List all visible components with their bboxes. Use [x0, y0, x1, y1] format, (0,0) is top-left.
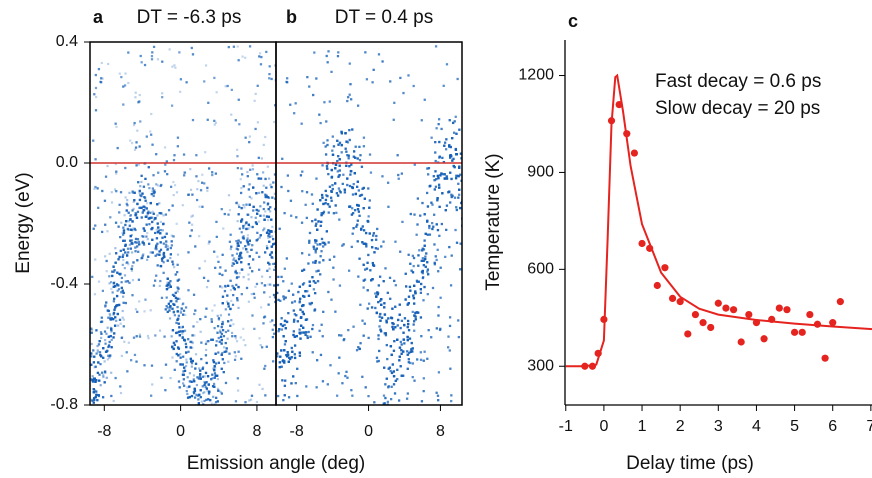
- plot-area: [566, 76, 872, 370]
- data-point: [821, 355, 828, 362]
- data-point: [791, 329, 798, 336]
- x-tick-label: 7: [866, 418, 872, 435]
- data-point: [699, 319, 706, 326]
- data-point: [799, 329, 806, 336]
- x-tick-label: -8: [290, 423, 304, 440]
- intensity-map: [90, 45, 278, 406]
- data-point: [600, 316, 607, 323]
- data-point: [623, 130, 630, 137]
- data-point: [829, 319, 836, 326]
- data-point: [589, 363, 596, 370]
- panel-title: DT = 0.4 ps: [335, 7, 433, 28]
- y-tick-label: 600: [527, 261, 554, 278]
- annotation: Slow decay = 20 ps: [655, 98, 820, 119]
- intensity-map: [276, 45, 463, 407]
- x-tick-label: 8: [252, 423, 261, 440]
- x-tick-label: 0: [364, 423, 373, 440]
- data-point: [715, 300, 722, 307]
- data-point: [581, 363, 588, 370]
- y-tick-label: 0.0: [56, 154, 78, 171]
- x-tick-label: 0: [599, 418, 608, 435]
- data-point: [806, 311, 813, 318]
- data-point: [722, 304, 729, 311]
- data-point: [768, 316, 775, 323]
- x-tick-label: 6: [828, 418, 837, 435]
- data-point: [595, 350, 602, 357]
- x-tick-label: 8: [436, 423, 445, 440]
- x-tick-label: -8: [97, 423, 111, 440]
- y-tick-label: -0.8: [50, 396, 78, 413]
- data-point: [738, 338, 745, 345]
- frame: [90, 42, 276, 405]
- data-point: [616, 101, 623, 108]
- x-tick-label: 5: [790, 418, 799, 435]
- data-point: [684, 330, 691, 337]
- x-tick-label: 4: [752, 418, 761, 435]
- panel-label: a: [93, 7, 104, 27]
- x-tick-label: 1: [638, 418, 647, 435]
- frame: [276, 42, 462, 405]
- data-point: [783, 306, 790, 313]
- x-tick-label: 0: [176, 423, 185, 440]
- panel-label: c: [568, 11, 578, 31]
- x-tick-label: 2: [676, 418, 685, 435]
- panel-label: b: [286, 7, 297, 27]
- y-axis-title: Energy (eV): [13, 172, 34, 273]
- y-tick-label: -0.4: [50, 275, 78, 292]
- panel-title: DT = -6.3 ps: [137, 7, 242, 28]
- y-tick-label: 300: [527, 357, 554, 374]
- data-point: [669, 295, 676, 302]
- annotation: Fast decay = 0.6 ps: [655, 71, 821, 92]
- y-tick-label: 900: [527, 164, 554, 181]
- data-point: [646, 245, 653, 252]
- data-point: [707, 324, 714, 331]
- data-point: [814, 321, 821, 328]
- x-tick-label: 3: [714, 418, 723, 435]
- data-point: [692, 311, 699, 318]
- data-point: [608, 117, 615, 124]
- data-point: [638, 240, 645, 247]
- data-point: [677, 298, 684, 305]
- data-point: [776, 304, 783, 311]
- y-axis-title: Temperature (K): [483, 153, 504, 290]
- data-point: [837, 298, 844, 305]
- data-point: [730, 306, 737, 313]
- data-point: [631, 149, 638, 156]
- data-point: [753, 319, 760, 326]
- x-axis-title: Emission angle (deg): [187, 453, 365, 474]
- data-point: [654, 282, 661, 289]
- y-tick-label: 1200: [518, 67, 554, 84]
- data-point: [745, 311, 752, 318]
- x-axis-title: Delay time (ps): [626, 453, 754, 474]
- data-point: [661, 264, 668, 271]
- x-tick-label: -1: [559, 418, 573, 435]
- y-tick-label: 0.4: [56, 33, 78, 50]
- data-point: [760, 335, 767, 342]
